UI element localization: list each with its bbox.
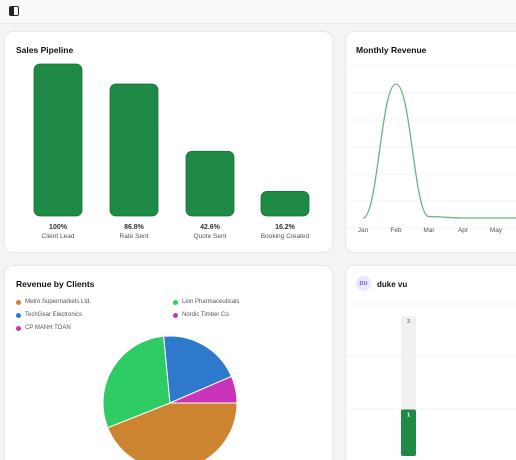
sales-pipeline-card: Sales Pipeline 100% Client Lead 86.8% Rate … [4, 31, 333, 253]
pipeline-value-label: 42.6% [200, 224, 221, 231]
legend-dot [173, 312, 178, 318]
legend-item[interactable]: Nordic Timber Co. [173, 312, 230, 318]
revenue-month-label: Mar [423, 227, 435, 234]
user-bar-label: 1 [407, 412, 410, 418]
legend-item[interactable]: Metro Supermarkets Ltd. [16, 299, 91, 305]
legend-dot [16, 299, 21, 305]
pipeline-value-label: 100% [49, 224, 68, 231]
pipeline-bar [109, 83, 159, 217]
pie-slice [107, 402, 238, 460]
legend-label: Nordic Timber Co. [182, 312, 231, 318]
revenue-month-label: Feb [390, 227, 402, 234]
pipeline-category-label: Quote Sent [194, 233, 227, 240]
legend-label: Metro Supermarkets Ltd. [25, 299, 92, 305]
monthly-revenue-title: Monthly Revenue [356, 45, 427, 55]
revenue-by-clients-card: Revenue by Clients Metro Supermarkets Lt… [4, 265, 333, 460]
pipeline-bar [185, 150, 235, 217]
legend-label: Lion Pharmaceuticals [182, 299, 240, 305]
sales-pipeline-title: Sales Pipeline [16, 45, 74, 55]
revenue-pie-chart [102, 335, 238, 460]
pipeline-category-label: Rate Sent [120, 233, 149, 240]
pipeline-category-label: Booking Created [261, 233, 310, 240]
legend-item[interactable]: CP MANH TOAN [16, 325, 71, 331]
sidebar-toggle-icon[interactable] [9, 6, 19, 16]
legend-item[interactable]: TechGear Electronics [16, 312, 82, 318]
avatar[interactable]: DU [356, 276, 371, 291]
revenue-month-label: Apr [458, 227, 469, 234]
pie-slice [163, 335, 233, 404]
legend-dot [173, 299, 178, 305]
user-name: duke vu [377, 280, 408, 289]
legend-dot [16, 312, 21, 318]
user-bar-segment [401, 316, 416, 410]
revenue-month-label: Jan [358, 227, 369, 234]
revenue-by-clients-title: Revenue by Clients [16, 279, 95, 289]
legend-item[interactable]: Lion Pharmaceuticals [173, 299, 239, 305]
pipeline-bar [260, 190, 310, 217]
pipeline-bar [33, 63, 83, 217]
pie-slice [102, 335, 171, 429]
user-stacked-chart: 13 [346, 303, 516, 456]
sidebar-toggle-half [10, 7, 14, 15]
legend-label: TechGear Electronics [25, 312, 83, 318]
pipeline-value-label: 16.2% [275, 224, 296, 231]
pie-slice [169, 375, 238, 404]
top-bar [0, 0, 516, 24]
user-bar-label: 3 [407, 319, 410, 325]
pipeline-category-label: Client Lead [42, 233, 75, 240]
monthly-revenue-card: Monthly Revenue Jan Feb Mar Apr May [345, 31, 516, 253]
revenue-line [362, 83, 516, 219]
pipeline-value-label: 86.8% [124, 224, 145, 231]
sales-pipeline-chart: 100% Client Lead 86.8% Rate Sent 42.6% Quote … [33, 63, 310, 240]
user-bar-segment [401, 409, 416, 456]
revenue-month-label: May [490, 227, 503, 234]
legend-label: CP MANH TOAN [25, 325, 71, 331]
monthly-revenue-chart: Jan Feb Mar Apr May [346, 65, 516, 234]
legend-dot [16, 325, 21, 331]
